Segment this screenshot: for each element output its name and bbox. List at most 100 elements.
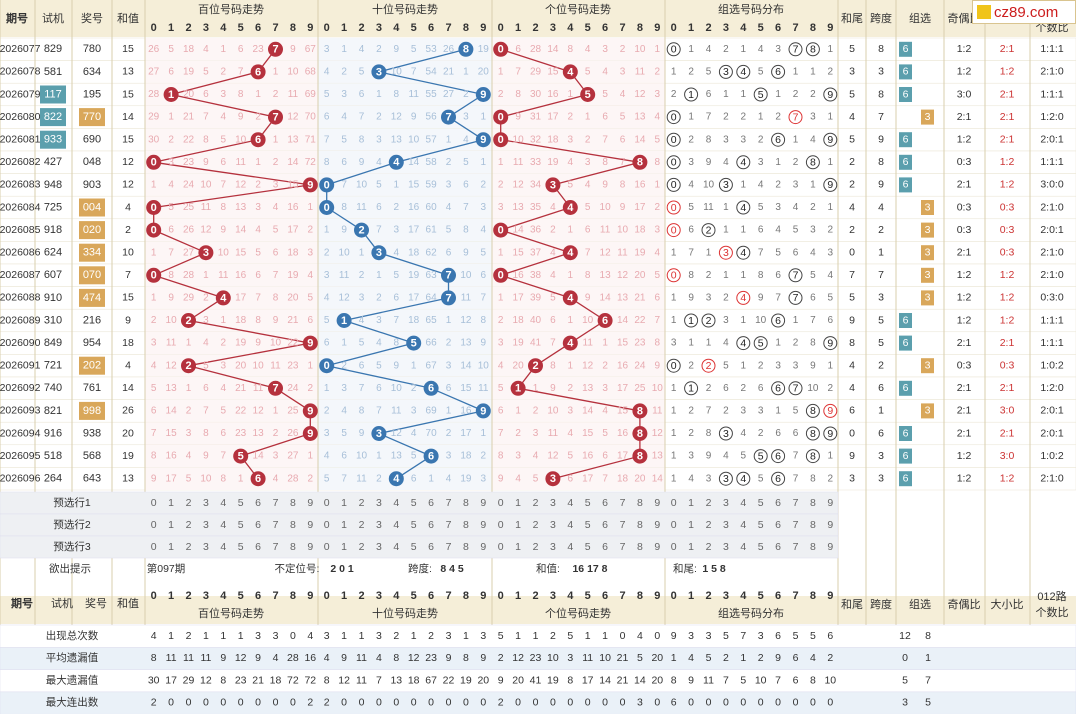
stats-group-value: 7 bbox=[723, 674, 729, 686]
logo-icon bbox=[977, 5, 991, 19]
tens-miss-value: 5 bbox=[324, 315, 330, 326]
sum-tail-cell: 2 bbox=[849, 156, 855, 168]
group-miss-value: 9 bbox=[706, 451, 712, 462]
hundreds-miss-value: 2 bbox=[308, 225, 314, 236]
span-cell: 2 bbox=[878, 224, 884, 236]
hundreds-miss-value: 10 bbox=[270, 338, 282, 349]
tens-miss-value: 4 bbox=[341, 406, 347, 417]
group-miss-value: 2 bbox=[828, 225, 834, 236]
hundreds-ball bbox=[268, 41, 283, 57]
hundreds-miss-value: 1 bbox=[203, 270, 209, 281]
period-cell: 2026078 bbox=[0, 66, 41, 78]
hundreds-miss-value: 22 bbox=[183, 134, 195, 145]
digit-header-5: 5 bbox=[758, 22, 764, 34]
hundreds-miss-value: 26 bbox=[183, 225, 195, 236]
prize-cell: 070 bbox=[83, 269, 101, 281]
group-miss-value: 1 bbox=[758, 112, 764, 123]
digit-header-6: 6 bbox=[255, 22, 261, 34]
units-ball-number: 3 bbox=[550, 473, 556, 485]
tens-ball-number: 3 bbox=[376, 428, 382, 440]
tens-miss-value: 11 bbox=[478, 383, 489, 394]
group-miss-value: 1 bbox=[723, 202, 729, 213]
units-miss-value: 13 bbox=[634, 112, 646, 123]
hint-label: 欲出提示 bbox=[49, 562, 91, 575]
units-bg bbox=[492, 173, 665, 197]
sum-cell: 13 bbox=[122, 66, 134, 78]
units-miss-value: 25 bbox=[634, 383, 646, 394]
hundreds-miss-value: 8 bbox=[168, 270, 174, 281]
stats-group-value: 9 bbox=[671, 630, 677, 642]
stats-tens-value: 20 bbox=[477, 674, 489, 686]
group-hit-number: 6 bbox=[775, 66, 781, 78]
tens-miss-value: 11 bbox=[356, 473, 367, 484]
hint-tail-value: 1 5 8 bbox=[702, 563, 726, 575]
units-miss-value: 2 bbox=[585, 134, 591, 145]
units-bg bbox=[492, 264, 665, 287]
group-hit-circle bbox=[736, 200, 751, 215]
hundreds-miss-value: 1 bbox=[221, 44, 227, 55]
preselect-digit: 1 bbox=[688, 497, 694, 509]
stats-tens-value: 19 bbox=[460, 674, 472, 686]
hundreds-bg bbox=[145, 264, 318, 287]
site-logo[interactable]: cz89.com bbox=[972, 0, 1076, 24]
tens-miss-value: 4 bbox=[394, 247, 400, 258]
period-cell: 2026089 bbox=[0, 314, 41, 326]
units-miss-value: 7 bbox=[585, 247, 591, 258]
group-miss-value: 3 bbox=[741, 406, 747, 417]
stats-tens-value: 11 bbox=[356, 652, 367, 664]
group-miss-value: 8 bbox=[810, 473, 816, 484]
units-miss-value: 40 bbox=[530, 315, 542, 326]
hundreds-miss-value: 14 bbox=[253, 451, 265, 462]
road-cell: 1:1:1 bbox=[1040, 314, 1064, 326]
stats-tens-value: 23 bbox=[425, 652, 437, 664]
trial-cell: 933 bbox=[44, 134, 62, 146]
odd-even-cell: 2:1 bbox=[957, 427, 972, 439]
stats-group-value: 7 bbox=[740, 630, 746, 642]
group-miss-value: 2 bbox=[828, 473, 834, 484]
tens-miss-value: 2 bbox=[411, 383, 417, 394]
footer-digit-header: 0 bbox=[498, 590, 504, 602]
hundreds-miss-value: 1 bbox=[255, 89, 261, 100]
hundreds-miss-value: 71 bbox=[305, 134, 317, 145]
preselect-digit: 4 bbox=[220, 497, 226, 509]
hundreds-line bbox=[188, 319, 311, 344]
hundreds-miss-value: 20 bbox=[235, 360, 247, 371]
hundreds-miss-value: 28 bbox=[287, 473, 299, 484]
preselect-digit: 1 bbox=[515, 519, 521, 531]
tens-miss-value: 1 bbox=[324, 225, 330, 236]
big-small-cell: 1:2 bbox=[1000, 179, 1015, 191]
units-miss-value: 22 bbox=[634, 315, 646, 326]
footer-digit-header: 8 bbox=[810, 590, 816, 602]
span-cell: 8 bbox=[878, 43, 884, 55]
sum-tail-cell: 5 bbox=[849, 43, 855, 55]
footer-digit-header: 6 bbox=[775, 590, 781, 602]
header-group-select: 组选 bbox=[909, 11, 931, 25]
road-cell: 2:1:0 bbox=[1040, 201, 1064, 213]
units-line bbox=[500, 252, 571, 276]
hundreds-miss-value: 4 bbox=[151, 360, 157, 371]
hundreds-bg bbox=[145, 444, 318, 468]
units-miss-value: 5 bbox=[568, 451, 574, 462]
group-miss-value: 1 bbox=[688, 112, 694, 123]
tens-ball-number: 3 bbox=[376, 66, 382, 78]
tens-miss-value: 2 bbox=[463, 89, 469, 100]
preselect-digit: 5 bbox=[238, 541, 244, 553]
units-ball bbox=[545, 471, 561, 487]
group-hit-circle bbox=[666, 177, 681, 192]
tens-miss-value: 14 bbox=[460, 360, 472, 371]
units-miss-value: 6 bbox=[515, 44, 521, 55]
units-bg bbox=[492, 467, 665, 490]
units-ball-number: 5 bbox=[585, 89, 591, 101]
group-miss-value: 5 bbox=[793, 406, 799, 417]
group6-badge bbox=[899, 380, 912, 396]
group3-value: 3 bbox=[925, 359, 931, 371]
hundreds-miss-value: 3 bbox=[203, 315, 209, 326]
group-hit-circle bbox=[805, 403, 820, 418]
stats-tens-value: 22 bbox=[443, 674, 455, 686]
group-hit-circle bbox=[684, 381, 699, 396]
hundreds-miss-value: 11 bbox=[218, 270, 229, 281]
digit-header-0: 0 bbox=[498, 22, 504, 34]
stats-units-value: 0 bbox=[620, 630, 626, 642]
group6-value: 6 bbox=[903, 133, 909, 145]
units-line bbox=[552, 455, 641, 480]
